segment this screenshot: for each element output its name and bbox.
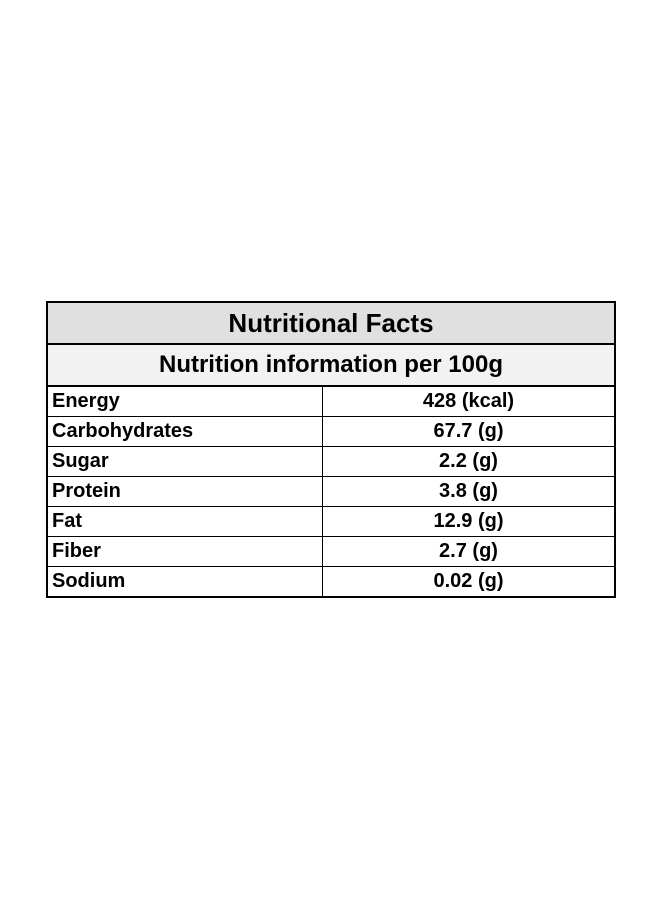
nutrient-name: Sodium: [48, 566, 323, 596]
nutrition-table: Nutritional Facts Nutrition information …: [46, 301, 616, 598]
nutrient-row: Sodium 0.02 (g): [48, 566, 614, 596]
nutrient-amount: 2.7 (g): [322, 536, 614, 567]
nutrient-row: Sugar 2.2 (g): [48, 446, 614, 477]
nutrient-amount: 3.8 (g): [322, 476, 614, 507]
nutrient-row: Fiber 2.7 (g): [48, 536, 614, 567]
nutrient-row: Fat 12.9 (g): [48, 506, 614, 537]
nutrient-name: Protein: [48, 476, 323, 507]
nutrient-amount: 2.2 (g): [322, 446, 614, 477]
table-subtitle: Nutrition information per 100g: [48, 345, 614, 387]
nutrient-name: Sugar: [48, 446, 323, 477]
nutrient-amount: 0.02 (g): [322, 566, 614, 596]
nutrient-name: Carbohydrates: [48, 416, 323, 447]
nutrient-name: Fat: [48, 506, 323, 537]
nutrient-amount: 428 (kcal): [422, 390, 515, 412]
table-title: Nutritional Facts: [48, 303, 614, 345]
nutrient-amount: 12.9 (g): [322, 506, 614, 537]
nutrient-row: Carbohydrates 67.7 (g): [48, 416, 614, 447]
nutrient-name: Energy: [48, 387, 323, 417]
nutrient-row: Protein 3.8 (g): [48, 476, 614, 507]
nutrient-row: Energy 428 (kcal): [48, 387, 614, 417]
nutrient-amount: 67.7 (g): [322, 416, 614, 447]
nutrition-rows: Energy 428 (kcal) Carbohydrates 67.7 (g) Sug…: [48, 387, 614, 596]
nutrient-name: Fiber: [48, 536, 323, 567]
